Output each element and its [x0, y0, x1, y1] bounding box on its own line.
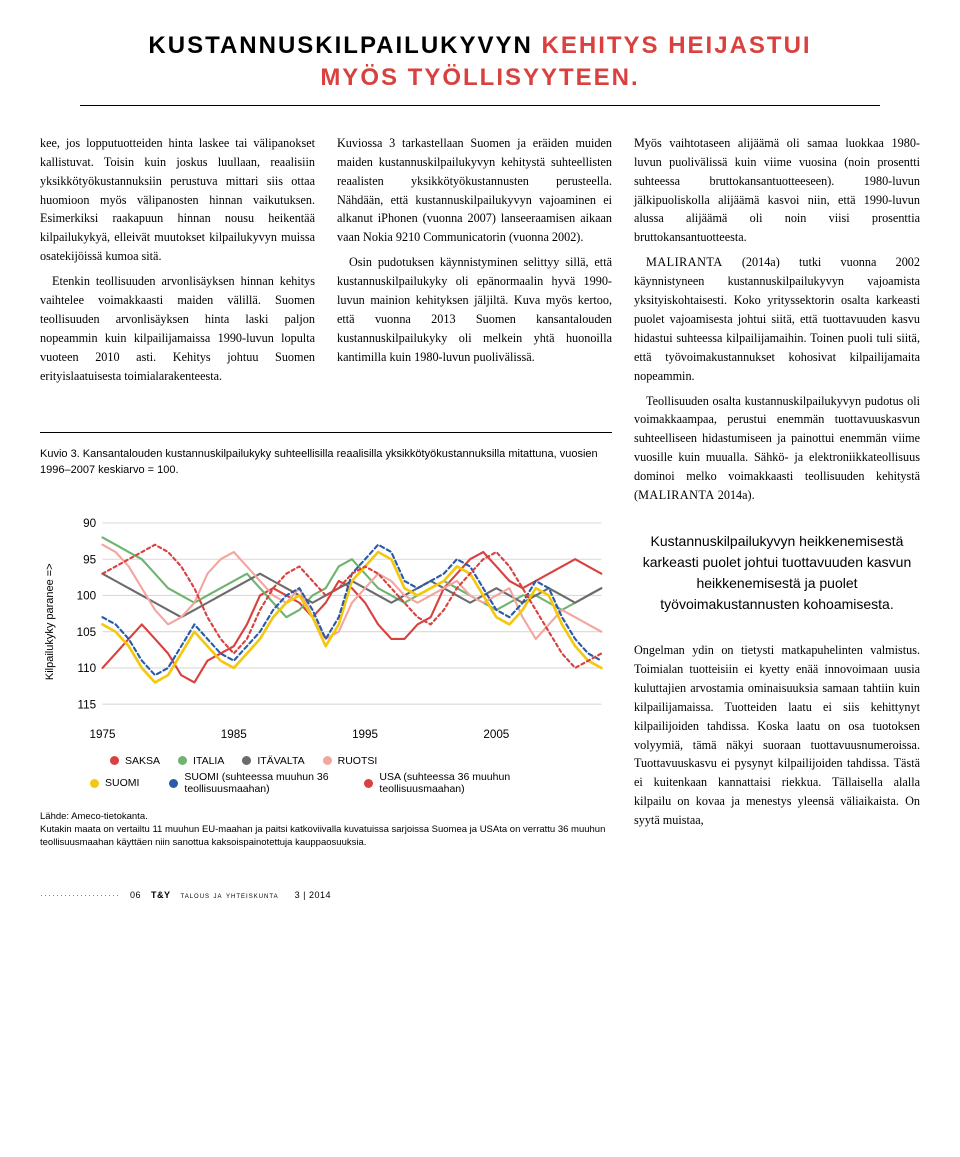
source-label: Lähde: Ameco-tietokanta.: [40, 811, 148, 822]
svg-text:110: 110: [78, 663, 97, 676]
column-3: Myös vaihtotaseen alijäämä oli samaa luo…: [634, 134, 920, 850]
page-heading: KUSTANNUSKILPAILUKYVYN KEHITYS HEIJASTUI…: [40, 30, 920, 95]
body-columns: kee, jos lopputuotteiden hinta laskee ta…: [40, 134, 920, 850]
column-2: Kuviossa 3 tarkastellaan Suomen ja eräid…: [337, 134, 612, 392]
svg-text:100: 100: [77, 590, 97, 603]
legend-item: RUOTSI: [323, 755, 378, 767]
legend-item: SAKSA: [110, 755, 160, 767]
svg-text:1995: 1995: [352, 728, 378, 741]
c3-p2: MALIRANTA (2014a) tutki vuonna 2002 käyn…: [634, 253, 920, 385]
legend-item: USA (suhteessa 36 muuhun teollisuusmaaha…: [364, 771, 529, 796]
footer-mag: talous ja yhteiskunta: [180, 890, 278, 900]
svg-text:105: 105: [77, 626, 96, 639]
chart-svg: 90 95 100 105 110 115 1975 1985 1995 2005: [60, 500, 612, 744]
c3-p1: Myös vaihtotaseen alijäämä oli samaa luo…: [634, 134, 920, 247]
svg-text:1985: 1985: [221, 728, 247, 741]
pullquote: Kustannuskilpailukyvyn heikkenemisestä k…: [634, 531, 920, 615]
c3-p4: Ongelman ydin on tietysti matkapuhelinte…: [634, 641, 920, 830]
c3-p3: Teollisuuden osalta kustannuskilpailukyv…: [634, 392, 920, 505]
heading-rule: [80, 105, 880, 106]
svg-text:95: 95: [83, 554, 96, 567]
footer-page: 06: [130, 890, 141, 900]
legend-row-1: SAKSA ITALIA ITÄVALTA RUOTSI: [40, 755, 612, 767]
source-note: Kutakin maata on vertailtu 11 muuhun EU-…: [40, 824, 605, 848]
c1-p1: kee, jos lopputuotteiden hinta laskee ta…: [40, 134, 315, 266]
legend-item: SUOMI (suhteessa muuhun 36 teollisuusmaa…: [169, 771, 334, 796]
c1-p2: Etenkin teollisuuden arvonlisäyksen hinn…: [40, 272, 315, 385]
page-footer: ···················· 06 T&Y talous ja yh…: [40, 890, 920, 900]
svg-text:1975: 1975: [90, 728, 116, 741]
legend-item: SUOMI: [90, 771, 139, 796]
footer-tny: T&Y: [151, 890, 171, 900]
legend-item: ITÄVALTA: [242, 755, 304, 767]
figure-caption: Kuvio 3. Kansantalouden kustannuskilpail…: [40, 447, 612, 479]
chart-ylabel: Kilpailukyky paranee =>: [40, 500, 60, 744]
svg-text:90: 90: [83, 518, 96, 531]
legend-row-2: SUOMI SUOMI (suhteessa muuhun 36 teollisu…: [40, 771, 612, 796]
c2-p2: Osin pudotuksen käynnistyminen selittyy …: [337, 253, 612, 366]
figure-rule: [40, 432, 612, 433]
legend-item: ITALIA: [178, 755, 224, 767]
c2-p1: Kuviossa 3 tarkastellaan Suomen ja eräid…: [337, 134, 612, 247]
svg-text:115: 115: [78, 699, 97, 712]
heading-black: KUSTANNUSKILPAILUKYVYN: [148, 32, 541, 59]
column-1: kee, jos lopputuotteiden hinta laskee ta…: [40, 134, 315, 392]
footer-dots: ····················: [40, 890, 120, 900]
figure-source: Lähde: Ameco-tietokanta. Kutakin maata o…: [40, 810, 612, 850]
chart: Kilpailukyky paranee => 90 95 100 105 110 115…: [40, 500, 612, 744]
c3-p2-sc: MALIRANTA: [646, 255, 723, 269]
footer-issue: 3 | 2014: [295, 890, 331, 900]
svg-text:2005: 2005: [483, 728, 509, 741]
